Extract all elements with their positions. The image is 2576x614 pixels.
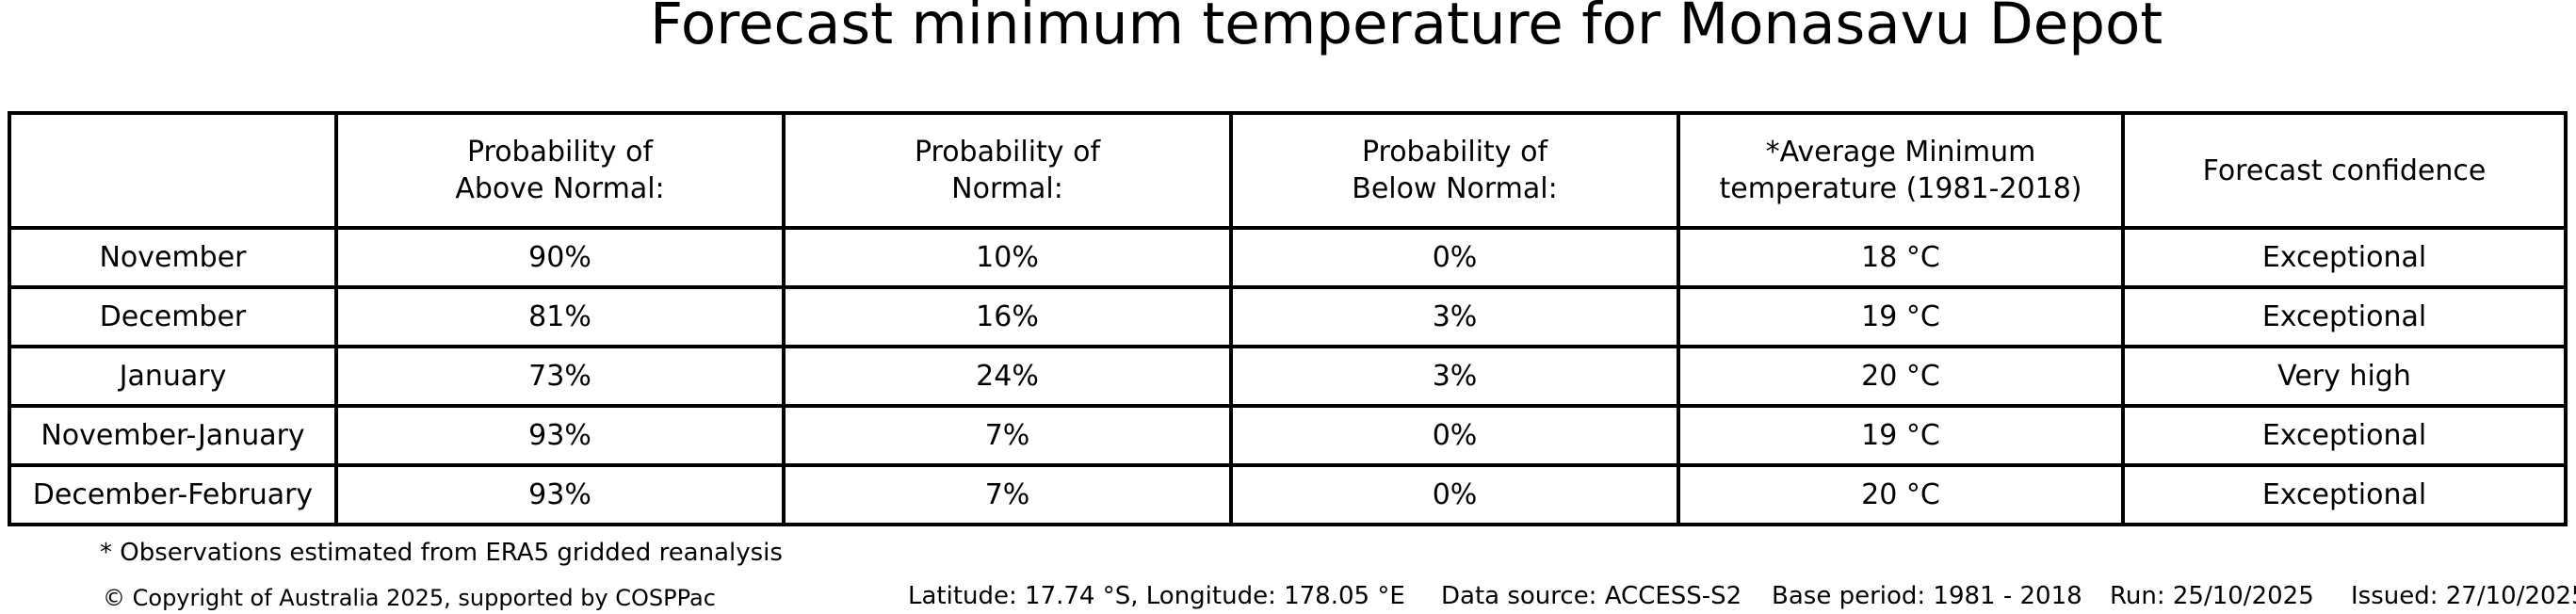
below-normal-cell: 0% [1229,404,1680,467]
confidence-cell: Very high [2121,345,2568,408]
row-label-cell: November-January [8,404,338,467]
forecast-table: Probability of Above Normal: Probability… [8,111,2568,526]
corner-cell [8,111,338,230]
row-label-cell: December [8,285,338,348]
above-normal-cell: 93% [334,463,786,526]
table-row-december-february: December-February 93% 7% 0% 20 °C Except… [8,463,2568,526]
table-row-november-january: November-January 93% 7% 0% 19 °C Excepti… [8,404,2568,467]
confidence-cell: Exceptional [2121,285,2568,348]
run-date-text: Run: 25/10/2025 [2110,582,2314,610]
above-normal-cell: 81% [334,285,786,348]
lat-long-text: Latitude: 17.74 °S, Longitude: 178.05 °E [908,582,1405,610]
era5-footnote: * Observations estimated from ERA5 gridd… [100,539,783,567]
below-normal-cell: 3% [1229,285,1680,348]
table-row-january: January 73% 24% 3% 20 °C Very high [8,345,2568,408]
normal-cell: 7% [782,404,1233,467]
avg-temp-cell: 19 °C [1677,285,2125,348]
copyright-text: © Copyright of Australia 2025, supported… [103,585,716,611]
avg-temp-cell: 20 °C [1677,345,2125,408]
avg-temp-cell: 18 °C [1677,226,2125,289]
issued-date-text: Issued: 27/10/2025 [2351,582,2576,610]
normal-cell: 24% [782,345,1233,408]
col-header-average-minimum: *Average Minimum temperature (1981-2018) [1677,111,2125,230]
above-normal-cell: 73% [334,345,786,408]
col-header-forecast-confidence: Forecast confidence [2121,111,2568,230]
normal-cell: 7% [782,463,1233,526]
figure-title: Forecast minimum temperature for Monasav… [650,0,2163,57]
row-label-cell: January [8,345,338,408]
above-normal-cell: 90% [334,226,786,289]
below-normal-cell: 0% [1229,463,1680,526]
below-normal-cell: 3% [1229,345,1680,408]
confidence-cell: Exceptional [2121,404,2568,467]
confidence-cell: Exceptional [2121,463,2568,526]
above-normal-cell: 93% [334,404,786,467]
table-header-row: Probability of Above Normal: Probability… [8,111,2568,230]
row-label-cell: December-February [8,463,338,526]
col-header-below-normal: Probability of Below Normal: [1229,111,1680,230]
below-normal-cell: 0% [1229,226,1680,289]
table-row-december: December 81% 16% 3% 19 °C Exceptional [8,285,2568,348]
row-label-cell: November [8,226,338,289]
table-row-november: November 90% 10% 0% 18 °C Exceptional [8,226,2568,289]
avg-temp-cell: 20 °C [1677,463,2125,526]
col-header-above-normal: Probability of Above Normal: [334,111,786,230]
data-source-text: Data source: ACCESS-S2 [1441,582,1742,610]
normal-cell: 16% [782,285,1233,348]
avg-temp-cell: 19 °C [1677,404,2125,467]
col-header-normal: Probability of Normal: [782,111,1233,230]
base-period-text: Base period: 1981 - 2018 [1772,582,2082,610]
normal-cell: 10% [782,226,1233,289]
confidence-cell: Exceptional [2121,226,2568,289]
